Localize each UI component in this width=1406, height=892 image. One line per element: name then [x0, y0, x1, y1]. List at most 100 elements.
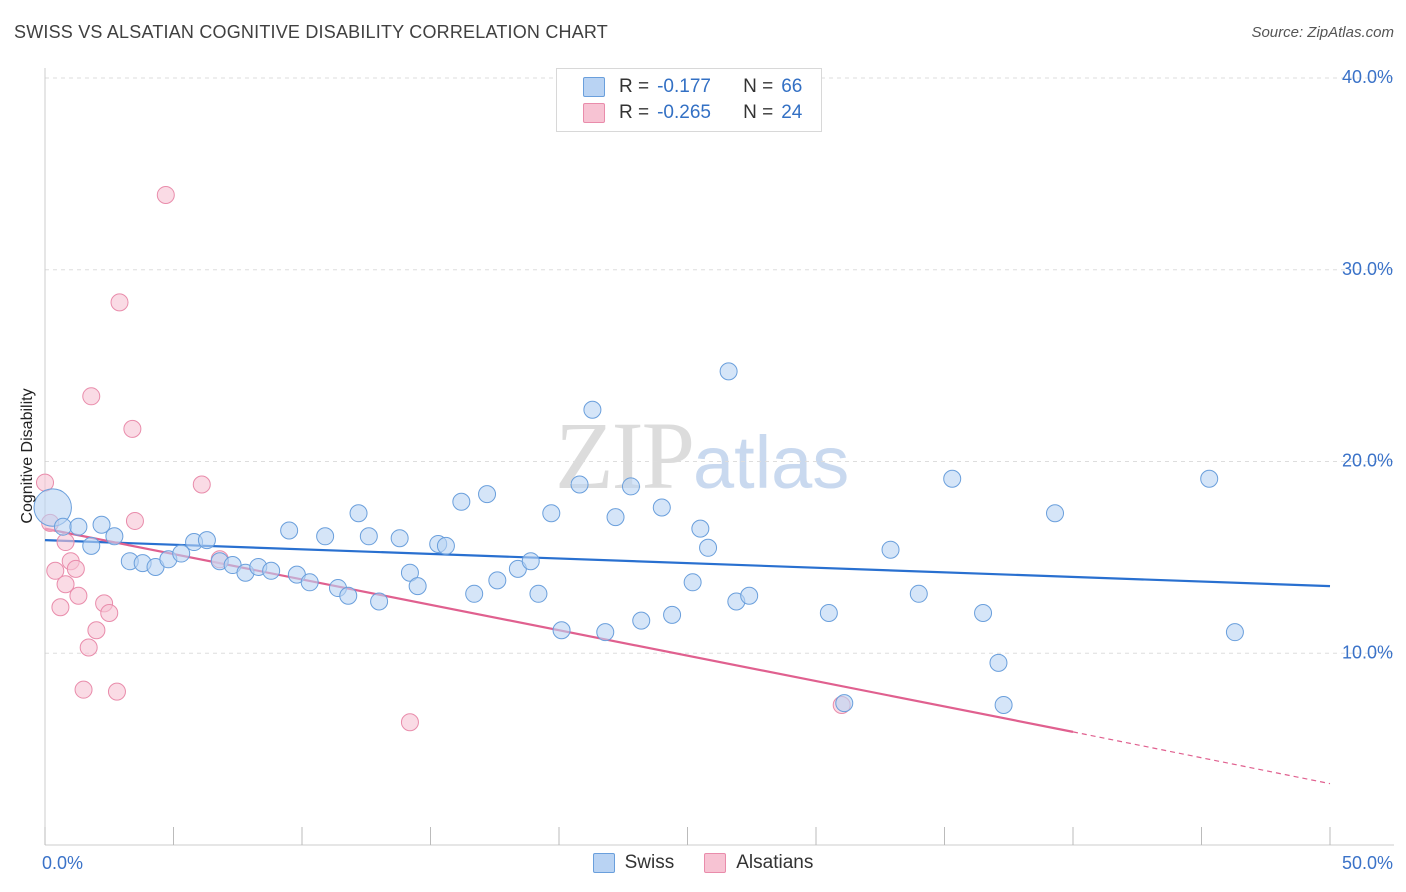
swiss-point	[909, 584, 928, 603]
axes	[44, 68, 1394, 846]
swiss-point	[105, 527, 124, 546]
alsatian-point	[156, 185, 175, 204]
swiss-point	[33, 488, 72, 527]
legend-r-value: -0.265	[657, 102, 711, 123]
alsatian-point	[46, 561, 65, 580]
swiss-point	[172, 544, 191, 563]
swiss-point	[478, 485, 497, 504]
legend-n-value: 24	[781, 102, 803, 123]
swiss-point	[465, 584, 484, 603]
alsatian-point	[56, 575, 75, 594]
swiss-point	[529, 584, 548, 603]
swiss-point	[92, 515, 111, 534]
alsatian-point	[192, 475, 211, 494]
swiss-point	[881, 540, 900, 559]
swiss-point	[390, 529, 409, 548]
alsatian-point	[107, 682, 126, 701]
swiss-point	[339, 586, 358, 605]
swiss-point	[488, 571, 507, 590]
y-axis-label: Cognitive Disability	[19, 388, 36, 524]
y-tick-label: 10.0%	[1342, 642, 1393, 662]
swiss-point	[663, 605, 682, 624]
correlation-legend: R = -0.177 N = 66 R = -0.265 N = 24	[556, 68, 822, 132]
swiss-point	[542, 504, 561, 523]
swiss-point	[570, 475, 589, 494]
alsatian-point	[74, 680, 93, 699]
alsatian-point	[100, 603, 119, 622]
swiss-point	[583, 400, 602, 419]
alsatian-point	[110, 293, 129, 312]
y-tick-label: 20.0%	[1342, 451, 1393, 471]
swiss-swatch	[592, 853, 615, 873]
alsatian-point	[69, 586, 88, 605]
swiss-point	[943, 469, 962, 488]
swiss-trend-line	[44, 539, 1331, 588]
x-tick-label: 50.0%	[1342, 853, 1393, 873]
swiss-point	[370, 592, 389, 611]
swiss-point	[300, 573, 319, 592]
legend-n-label: N =	[743, 76, 774, 97]
swiss-point	[1046, 504, 1065, 523]
legend-item-alsatians[interactable]: Alsatians	[704, 852, 813, 874]
watermark-atlas: atlas	[693, 421, 850, 504]
swiss-point	[740, 586, 759, 605]
tick-labels: 10.0% 20.0% 30.0% 40.0% 0.0% 50.0%	[42, 67, 1393, 873]
swiss-point	[691, 519, 710, 538]
swiss-point	[69, 517, 88, 536]
swiss-point	[819, 603, 838, 622]
swiss-point	[400, 563, 419, 582]
swiss-point	[989, 653, 1008, 672]
alsatian-point	[400, 713, 419, 732]
swiss-point	[683, 573, 702, 592]
swiss-point	[349, 504, 368, 523]
alsatian-trend-extension	[1072, 731, 1331, 785]
legend-n-value: 66	[781, 76, 803, 97]
alsatian-point	[79, 638, 98, 657]
chart-title: SWISS VS ALSATIAN COGNITIVE DISABILITY C…	[14, 22, 608, 42]
y-tick-label: 30.0%	[1342, 259, 1393, 279]
swiss-point	[452, 492, 471, 511]
swiss-point	[436, 536, 455, 555]
swiss-point	[699, 538, 718, 557]
swiss-point	[1200, 469, 1219, 488]
series-legend: Swiss Alsatians	[0, 852, 1406, 874]
swiss-point	[606, 508, 625, 527]
legend-r-label: R =	[619, 76, 650, 97]
swiss-point	[621, 477, 640, 496]
legend-label-swiss: Swiss	[624, 852, 675, 873]
swiss-point	[632, 611, 651, 630]
legend-row-alsatians: R = -0.265 N = 24	[583, 100, 802, 126]
swiss-point	[82, 536, 101, 555]
source-label: Source: ZipAtlas.com	[1251, 24, 1394, 41]
alsatian-swatch	[704, 853, 727, 873]
alsatian-point	[51, 598, 70, 617]
legend-n-label: N =	[743, 102, 774, 123]
swiss-point	[53, 517, 72, 536]
alsatian-point	[125, 511, 144, 530]
alsatian-point	[87, 621, 106, 640]
legend-item-swiss[interactable]: Swiss	[592, 852, 675, 874]
swiss-point	[994, 696, 1013, 715]
x-tick-label: 0.0%	[42, 853, 83, 873]
y-tick-label: 40.0%	[1342, 67, 1393, 87]
swiss-swatch	[583, 77, 605, 97]
swiss-point	[974, 603, 993, 622]
data-points	[33, 185, 1244, 732]
swiss-point	[521, 552, 540, 571]
alsatian-point	[82, 387, 101, 406]
alsatian-point	[66, 559, 85, 578]
legend-row-swiss: R = -0.177 N = 66	[583, 74, 802, 100]
swiss-point	[552, 621, 571, 640]
legend-r-label: R =	[619, 102, 650, 123]
alsatian-point	[56, 533, 75, 552]
swiss-point	[280, 521, 299, 540]
alsatian-swatch	[583, 103, 605, 123]
swiss-point	[262, 561, 281, 580]
swiss-point	[719, 362, 738, 381]
swiss-point	[835, 694, 854, 713]
swiss-point	[408, 577, 427, 596]
swiss-point	[316, 527, 335, 546]
legend-label-alsatians: Alsatians	[736, 852, 814, 873]
swiss-point	[359, 527, 378, 546]
